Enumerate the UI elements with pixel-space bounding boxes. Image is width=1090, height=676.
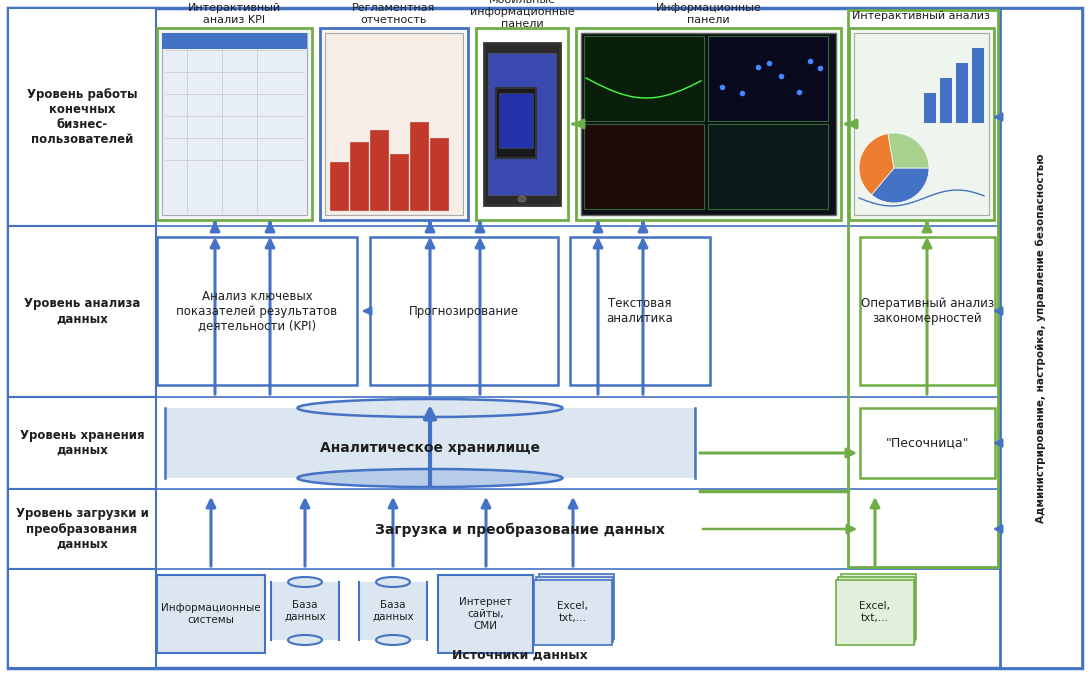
FancyBboxPatch shape <box>956 63 968 123</box>
FancyBboxPatch shape <box>325 33 463 215</box>
FancyBboxPatch shape <box>584 124 704 209</box>
Text: Excel,
txt,...: Excel, txt,... <box>557 601 589 623</box>
FancyBboxPatch shape <box>972 48 984 123</box>
FancyBboxPatch shape <box>496 88 536 158</box>
FancyBboxPatch shape <box>488 53 556 195</box>
FancyBboxPatch shape <box>534 580 611 645</box>
FancyBboxPatch shape <box>484 43 560 205</box>
FancyBboxPatch shape <box>860 237 995 385</box>
Text: Информационные
панели: Информационные панели <box>655 3 762 25</box>
FancyBboxPatch shape <box>8 569 156 668</box>
FancyBboxPatch shape <box>8 489 156 569</box>
Ellipse shape <box>376 635 410 645</box>
Text: База
данных: База данных <box>372 600 414 622</box>
FancyBboxPatch shape <box>8 397 156 489</box>
FancyBboxPatch shape <box>708 124 828 209</box>
Text: База
данных: База данных <box>284 600 326 622</box>
Text: Мобильные
информационные
панели: Мобильные информационные панели <box>470 0 574 28</box>
FancyBboxPatch shape <box>940 78 952 123</box>
FancyBboxPatch shape <box>157 575 265 653</box>
Text: Информационные
системы: Информационные системы <box>161 603 261 625</box>
FancyBboxPatch shape <box>1000 8 1082 668</box>
FancyBboxPatch shape <box>438 575 533 653</box>
FancyBboxPatch shape <box>538 574 615 639</box>
Text: Прогнозирование: Прогнозирование <box>409 304 519 318</box>
Text: Регламентная
отчетность: Регламентная отчетность <box>352 3 436 25</box>
Wedge shape <box>872 168 929 203</box>
FancyBboxPatch shape <box>584 36 704 121</box>
FancyBboxPatch shape <box>849 28 994 220</box>
FancyBboxPatch shape <box>8 8 1082 668</box>
FancyBboxPatch shape <box>162 33 307 49</box>
Text: Интернет
сайты,
СМИ: Интернет сайты, СМИ <box>459 598 512 631</box>
FancyBboxPatch shape <box>330 162 348 210</box>
FancyBboxPatch shape <box>320 28 468 220</box>
Text: Уровень анализа
данных: Уровень анализа данных <box>24 297 141 326</box>
FancyBboxPatch shape <box>499 93 533 148</box>
Text: Оперативный анализ
закономерностей: Оперативный анализ закономерностей <box>861 297 994 325</box>
Text: Аналитическое хранилище: Аналитическое хранилище <box>320 441 540 455</box>
FancyBboxPatch shape <box>370 237 558 385</box>
FancyBboxPatch shape <box>536 577 614 642</box>
FancyBboxPatch shape <box>570 237 710 385</box>
Text: Текстовая
аналитика: Текстовая аналитика <box>607 297 674 325</box>
Ellipse shape <box>298 469 562 487</box>
Wedge shape <box>888 133 929 168</box>
Text: Интерактивный анализ: Интерактивный анализ <box>852 11 991 21</box>
FancyBboxPatch shape <box>429 138 448 210</box>
FancyBboxPatch shape <box>853 33 989 215</box>
FancyBboxPatch shape <box>157 28 312 220</box>
Ellipse shape <box>376 577 410 587</box>
FancyBboxPatch shape <box>576 28 841 220</box>
FancyBboxPatch shape <box>860 408 995 478</box>
Ellipse shape <box>298 399 562 417</box>
FancyBboxPatch shape <box>840 574 917 639</box>
Ellipse shape <box>288 577 322 587</box>
FancyBboxPatch shape <box>370 130 388 210</box>
FancyBboxPatch shape <box>350 142 368 210</box>
Text: Уровень загрузки и
преобразования
данных: Уровень загрузки и преобразования данных <box>15 508 148 550</box>
Text: Источники данных: Источники данных <box>452 648 588 662</box>
Text: Уровень работы
конечных
бизнес-
пользователей: Уровень работы конечных бизнес- пользова… <box>26 88 137 146</box>
FancyBboxPatch shape <box>708 36 828 121</box>
FancyBboxPatch shape <box>476 28 568 220</box>
Text: Excel,
txt,...: Excel, txt,... <box>860 601 891 623</box>
FancyBboxPatch shape <box>838 577 916 642</box>
Text: Интерактивный
анализ KPI: Интерактивный анализ KPI <box>187 3 281 25</box>
FancyBboxPatch shape <box>924 93 936 123</box>
FancyBboxPatch shape <box>157 237 358 385</box>
Text: Уровень хранения
данных: Уровень хранения данных <box>20 429 144 457</box>
FancyBboxPatch shape <box>359 582 427 640</box>
Ellipse shape <box>288 635 322 645</box>
Text: "Песочница": "Песочница" <box>886 437 969 450</box>
FancyBboxPatch shape <box>165 408 695 478</box>
FancyBboxPatch shape <box>271 582 339 640</box>
FancyBboxPatch shape <box>581 33 836 215</box>
Wedge shape <box>859 134 894 195</box>
FancyBboxPatch shape <box>390 154 408 210</box>
FancyBboxPatch shape <box>8 226 156 397</box>
Text: Загрузка и преобразование данных: Загрузка и преобразование данных <box>375 523 665 537</box>
FancyBboxPatch shape <box>8 8 156 226</box>
FancyBboxPatch shape <box>162 33 307 215</box>
Text: Администрирование, настройка, управление безопасностью: Администрирование, настройка, управление… <box>1036 153 1046 523</box>
FancyBboxPatch shape <box>410 122 428 210</box>
FancyBboxPatch shape <box>836 580 915 645</box>
Ellipse shape <box>518 196 526 202</box>
Text: Анализ ключевых
показателей результатов
деятельности (KPI): Анализ ключевых показателей результатов … <box>177 289 338 333</box>
